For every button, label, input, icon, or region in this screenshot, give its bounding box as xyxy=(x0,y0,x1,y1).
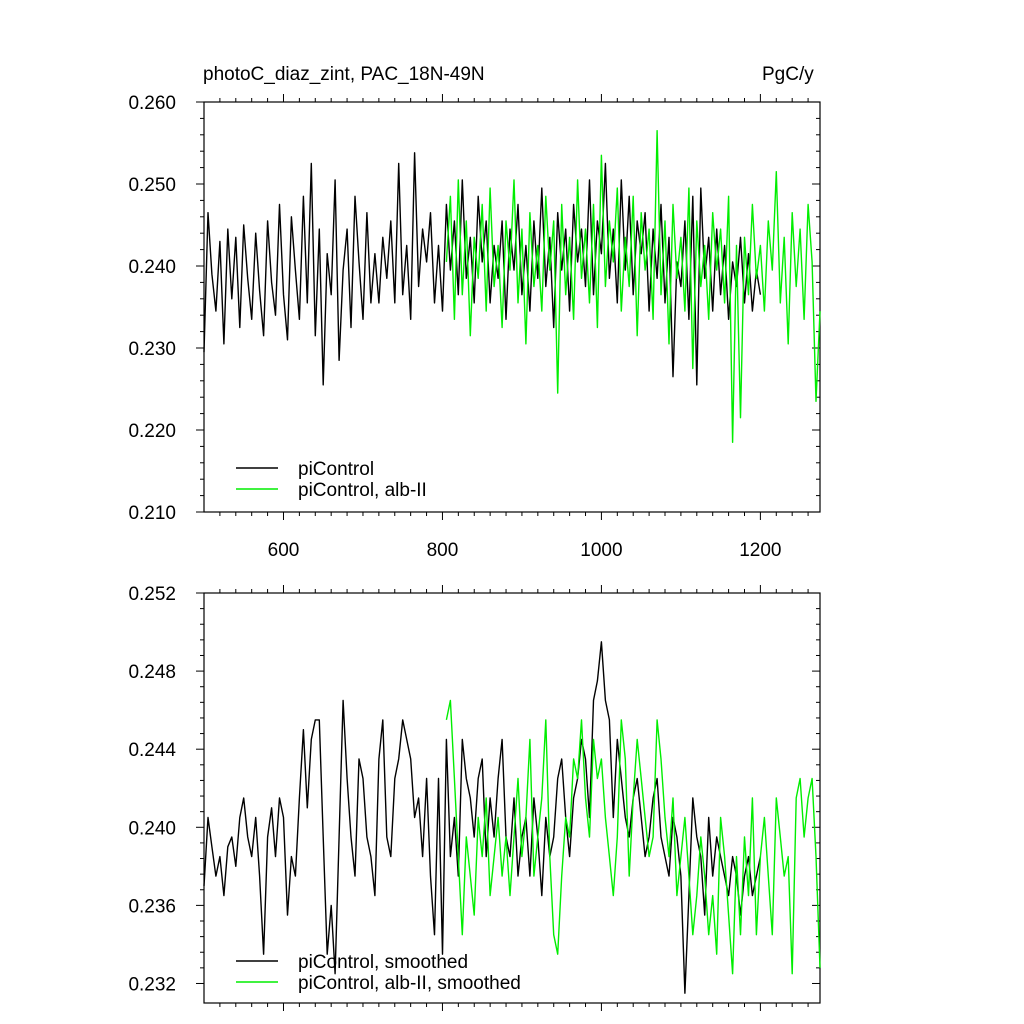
panel-1-y-tick-label: 0.240 xyxy=(128,257,176,278)
panel-1-x-tick-label: 1200 xyxy=(739,540,781,561)
panel-1-series-line-1 xyxy=(203,152,762,386)
panel-2-y-tick-label: 0.236 xyxy=(128,896,176,917)
panel-1-legend-label-1: piControl xyxy=(298,459,374,480)
panel-1-x-tick-label: 800 xyxy=(427,540,459,561)
panel-2-series-line-1 xyxy=(203,641,762,994)
panel-2-y-tick-label: 0.248 xyxy=(128,662,176,683)
panel-1-y-tick-label: 0.220 xyxy=(128,421,176,442)
panel-1-chart: 0.210 0.220 0.230 0.240 0.250 0.260 600 800 1000… xyxy=(128,93,821,561)
panel-1-x-tick-label: 1000 xyxy=(580,540,622,561)
chart-title: photoC_diaz_zint, PAC_18N-49N xyxy=(203,64,485,85)
panel-2-y-tick-label: 0.232 xyxy=(128,974,176,995)
units-label: PgC/y xyxy=(762,64,814,85)
panel-2-y-tick-label: 0.240 xyxy=(128,818,176,839)
panel-1-x-tick-label: 600 xyxy=(268,540,300,561)
panel-2-y-tick-label: 0.252 xyxy=(128,584,176,605)
panel-1-legend-label-2: piControl, alb-II xyxy=(298,480,427,501)
panel-2-plot-frame xyxy=(203,592,821,1004)
panel-1-plot-frame xyxy=(203,101,821,513)
panel-1-y-tick-label: 0.230 xyxy=(128,339,176,360)
panel-2-chart: 0.232 0.236 0.240 0.244 0.248 0.252 piControl,… xyxy=(128,584,821,1011)
panel-1-y-tick-label: 0.210 xyxy=(128,503,176,524)
panel-2-legend-label-1: piControl, smoothed xyxy=(298,952,468,973)
panel-1-y-tick-label: 0.250 xyxy=(128,175,176,196)
panel-1-y-tick-label: 0.260 xyxy=(128,93,176,114)
panel-2-y-tick-label: 0.244 xyxy=(128,740,176,761)
panel-1-series-line-2 xyxy=(445,129,821,443)
panel-2-legend-label-2: piControl, alb-II, smoothed xyxy=(298,973,521,994)
panel-2-series-line-2 xyxy=(445,699,821,975)
